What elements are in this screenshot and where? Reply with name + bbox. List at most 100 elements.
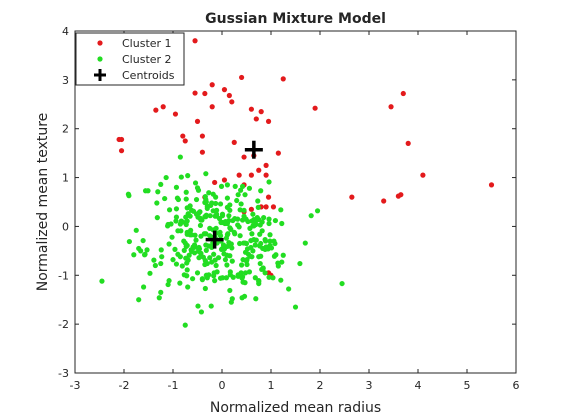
cluster-2-point [179,263,185,269]
cluster-2-point [207,255,213,261]
cluster-1-point [116,136,122,143]
cluster-2-point [185,173,191,179]
cluster-2-point [224,262,230,268]
cluster-1-point [349,194,355,200]
cluster-2-point [203,247,209,253]
cluster-2-point [242,270,249,276]
cluster-2-point [158,289,164,295]
cluster-2-point [175,251,181,257]
cluster-2-point [227,287,233,294]
cluster-2-point [197,215,203,221]
cluster-2-point [182,240,188,246]
cluster-2-point [223,275,230,281]
cluster-2-point [246,269,253,275]
cluster-2-point [268,245,275,251]
cluster-1-point [180,133,186,139]
cluster-2-point [223,235,230,241]
cluster-2-point [177,154,183,160]
x-tick-label: 5 [464,379,471,392]
cluster-2-point [156,295,162,301]
cluster-2-point [235,192,241,198]
data-markers [99,38,495,328]
cluster-2-point [187,232,193,238]
cluster-2-point [202,258,208,264]
cluster-2-point [193,237,199,243]
cluster-2-point [226,217,232,224]
cluster-2-point [144,247,150,253]
cluster-2-point [229,258,235,264]
cluster-2-point [279,220,285,227]
cluster-2-point [217,275,224,281]
cluster-2-point [224,243,230,250]
cluster-2-point [226,239,232,246]
legend-marker-cluster-2 [97,56,103,62]
legend-label-centroids: Centroids [122,69,175,82]
cluster-2-point [204,203,210,209]
cluster-1-point [212,179,218,186]
cluster-2-point [182,322,188,328]
cluster-1-point [400,90,406,97]
cluster-2-point [155,189,161,195]
x-tick-label: 4 [415,379,422,392]
cluster-2-point [258,188,264,194]
cluster-1-point [209,82,215,88]
cluster-2-point [177,280,183,286]
y-tick-label: 4 [62,25,69,38]
cluster-2-point [262,237,268,243]
cluster-2-point [229,245,235,251]
cluster-2-point [252,242,258,248]
cluster-1-point [263,172,269,178]
cluster-1-point [239,74,245,81]
cluster-1-point [280,76,286,82]
cluster-1-point [229,99,235,105]
cluster-2-point [207,225,213,231]
cluster-2-point [244,257,250,263]
centroid-marker [205,230,224,249]
cluster-1-point [258,109,264,115]
cluster-2-point [261,215,267,221]
cluster-2-point [257,231,263,237]
cluster-2-point [237,233,243,239]
cluster-2-point [193,196,200,203]
cluster-2-point [225,231,231,237]
cluster-1-point [248,172,254,178]
cluster-2-point [203,212,209,218]
cluster-1-point [388,104,394,110]
cluster-2-point [232,183,238,189]
cluster-2-point [263,244,269,250]
cluster-2-point [202,194,208,200]
cluster-2-point [214,269,220,275]
cluster-2-point [235,216,241,222]
cluster-2-point [213,262,219,269]
cluster-2-point [165,221,171,228]
cluster-2-point [133,227,139,233]
cluster-1-point [253,116,259,122]
cluster-2-point [255,198,261,204]
cluster-2-point [202,261,208,268]
cluster-2-point [267,238,273,244]
centroid-marker [244,140,263,159]
cluster-2-point [212,278,218,284]
cluster-2-point [234,197,240,204]
cluster-2-point [253,237,259,243]
x-tick-label: 0 [219,379,226,392]
cluster-2-point [267,232,273,238]
cluster-1-point [263,204,269,210]
cluster-2-point [166,241,172,247]
cluster-2-point [221,251,227,257]
cluster-2-point [199,277,205,283]
cluster-2-point [181,247,187,253]
legend: Cluster 1 Cluster 2 Centroids [75,32,185,86]
cluster-2-point [222,257,229,263]
cluster-2-point [131,252,137,258]
cluster-2-point [238,187,244,193]
cluster-2-point [206,190,212,196]
cluster-2-point [203,231,209,237]
cluster-2-point [142,251,148,257]
cluster-2-point [278,207,284,213]
cluster-2-point [255,204,261,210]
cluster-2-point [266,274,272,280]
cluster-2-point [260,265,266,272]
cluster-2-point [186,252,192,258]
cluster-2-point [197,209,203,215]
